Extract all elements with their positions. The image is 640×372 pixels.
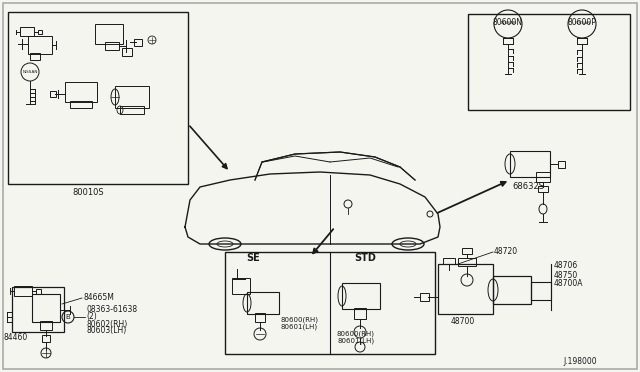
Bar [458, 258, 476, 266]
Bar [122, 48, 132, 56]
Bar [225, 252, 435, 354]
Bar [462, 248, 472, 254]
Bar [538, 186, 548, 192]
Text: 80600P: 80600P [568, 18, 596, 27]
Text: STD: STD [354, 253, 376, 263]
Bar [232, 278, 250, 294]
Text: 80600(RH): 80600(RH) [337, 331, 375, 337]
Bar [28, 36, 52, 54]
Text: (2): (2) [86, 311, 97, 321]
Bar [255, 313, 265, 322]
Bar [95, 24, 123, 44]
Bar [438, 264, 493, 314]
Bar [531, 282, 551, 300]
Bar [558, 161, 565, 168]
Bar [443, 258, 455, 264]
Bar [40, 321, 52, 330]
Bar [12, 287, 64, 332]
Text: 84665M: 84665M [83, 294, 114, 302]
Text: 48700: 48700 [451, 317, 475, 327]
Bar [50, 91, 56, 97]
Text: 68632S: 68632S [512, 182, 544, 190]
Text: B: B [66, 314, 70, 320]
Bar [36, 289, 41, 294]
Bar [20, 27, 34, 36]
Bar [247, 292, 279, 314]
Bar [8, 12, 188, 184]
Text: 08363-61638: 08363-61638 [86, 305, 137, 314]
Bar [32, 294, 60, 322]
Bar [493, 276, 531, 304]
Bar [354, 308, 366, 319]
Bar [115, 86, 149, 108]
Text: 80602(RH): 80602(RH) [86, 320, 127, 328]
Bar [70, 101, 92, 108]
Bar [510, 151, 550, 177]
Bar [38, 30, 42, 34]
Bar [120, 106, 144, 114]
Text: J.198000: J.198000 [563, 357, 597, 366]
Text: 80603(LH): 80603(LH) [86, 327, 126, 336]
Bar [420, 293, 429, 301]
Bar [536, 172, 550, 182]
Bar [14, 286, 32, 296]
Bar [42, 335, 50, 342]
Bar [65, 82, 97, 102]
Text: 80600(RH): 80600(RH) [281, 317, 319, 323]
Text: 48750: 48750 [554, 272, 579, 280]
Text: NISSAN: NISSAN [501, 21, 517, 25]
Text: 80010S: 80010S [72, 187, 104, 196]
Text: 48706: 48706 [554, 262, 579, 270]
Text: 80600N: 80600N [493, 18, 523, 27]
Text: 48720: 48720 [494, 247, 518, 257]
Bar [105, 42, 119, 50]
Text: NISSAN: NISSAN [575, 21, 591, 25]
Bar [134, 39, 142, 46]
Text: 48700A: 48700A [554, 279, 584, 289]
Text: 80601(LH): 80601(LH) [337, 338, 374, 344]
Text: SE: SE [246, 253, 260, 263]
Bar [468, 14, 630, 110]
Bar [342, 283, 380, 309]
Text: 80601(LH): 80601(LH) [281, 324, 318, 330]
Bar [30, 53, 40, 60]
Text: 84460: 84460 [4, 333, 28, 341]
Text: NISSAN: NISSAN [22, 70, 38, 74]
